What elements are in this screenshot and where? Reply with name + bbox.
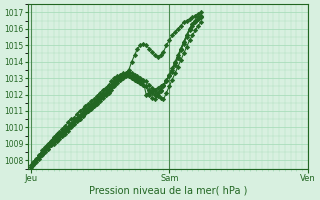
X-axis label: Pression niveau de la mer( hPa ): Pression niveau de la mer( hPa ) bbox=[89, 186, 247, 196]
